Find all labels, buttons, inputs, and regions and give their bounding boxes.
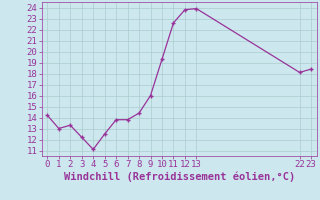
X-axis label: Windchill (Refroidissement éolien,°C): Windchill (Refroidissement éolien,°C) [64,172,295,182]
